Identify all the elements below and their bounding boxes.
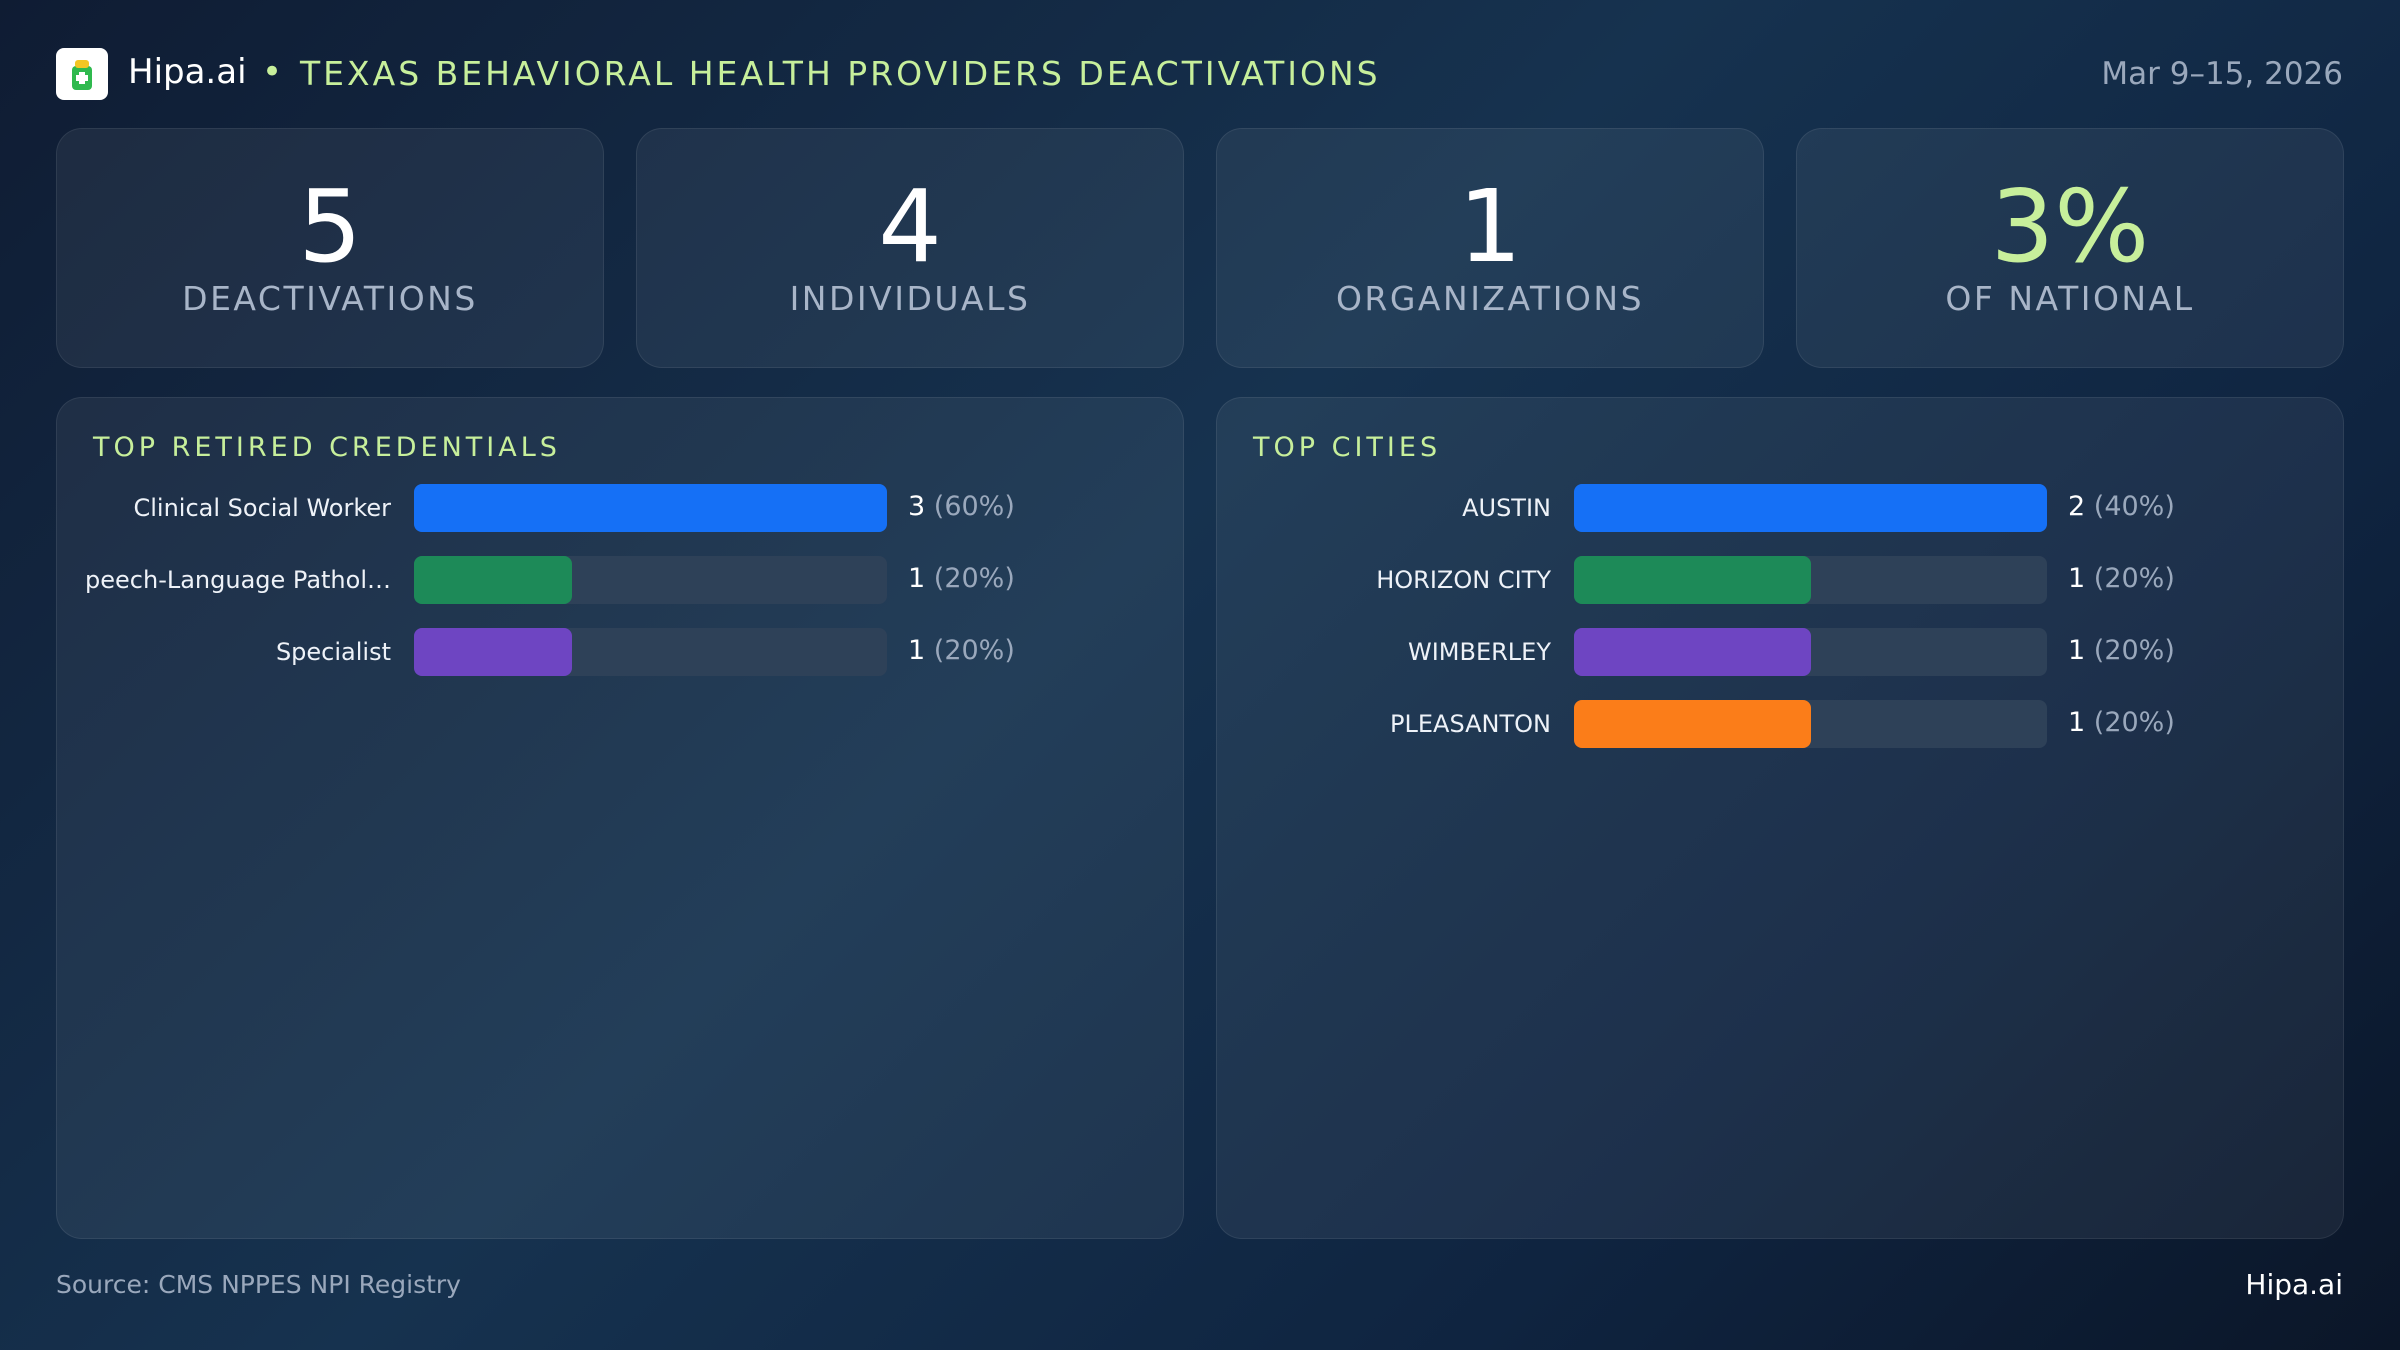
- count: 1: [2068, 707, 2086, 738]
- bar-value: 2 (40%): [2068, 491, 2175, 522]
- share: (20%): [2093, 563, 2175, 594]
- row-label: peech-Language Pathol…: [85, 566, 391, 594]
- share: (40%): [2093, 491, 2175, 522]
- bar-value: 3 (60%): [908, 491, 1015, 522]
- source: Source: CMS NPPES NPI Registry: [56, 1270, 461, 1299]
- stat-label: INDIVIDUALS: [789, 279, 1031, 318]
- stat-label: DEACTIVATIONS: [182, 279, 478, 318]
- count: 3: [908, 491, 926, 522]
- bar: [1574, 628, 1811, 676]
- bar-value: 1 (20%): [908, 563, 1015, 594]
- stat-value: 3%: [1990, 168, 2150, 285]
- bar-value: 1 (20%): [2068, 635, 2175, 666]
- bar: [1574, 556, 1811, 604]
- share: (20%): [2093, 635, 2175, 666]
- stat-label: ORGANIZATIONS: [1335, 279, 1645, 318]
- stat-card: 5 DEACTIVATIONS: [56, 128, 604, 368]
- count: 1: [2068, 635, 2086, 666]
- brand: Hipa.ai: [128, 52, 247, 92]
- bar: [1574, 700, 1811, 748]
- stat-card: 1 ORGANIZATIONS: [1216, 128, 1764, 368]
- stat-label: OF NATIONAL: [1945, 279, 2195, 318]
- share: (20%): [2093, 707, 2175, 738]
- footer-brand: Hipa.ai: [2245, 1268, 2343, 1301]
- title: TEXAS BEHAVIORAL HEALTH PROVIDERS DEACTI…: [300, 54, 1381, 93]
- row-label: WIMBERLEY: [1407, 638, 1551, 666]
- count: 1: [908, 563, 926, 594]
- panel: TOP RETIRED CREDENTIALS Clinical Social W…: [56, 397, 1184, 1239]
- count: 1: [908, 635, 926, 666]
- panel: TOP CITIES AUSTIN 2 (40%) HORIZON CITY 1 (20…: [1216, 397, 2344, 1239]
- panel-title: TOP RETIRED CREDENTIALS: [93, 432, 561, 463]
- count: 1: [2068, 563, 2086, 594]
- date: Mar 9–15, 2026: [2101, 56, 2343, 92]
- logo: [56, 48, 108, 100]
- bar: [1574, 484, 2047, 532]
- row-label: PLEASANTON: [1390, 710, 1551, 738]
- share: (20%): [933, 563, 1015, 594]
- bar-value: 1 (20%): [2068, 707, 2175, 738]
- row-label: Clinical Social Worker: [133, 494, 391, 522]
- bar: [414, 628, 572, 676]
- bar-value: 1 (20%): [908, 635, 1015, 666]
- bar-value: 1 (20%): [2068, 563, 2175, 594]
- stat-value: 5: [298, 168, 362, 285]
- bar: [414, 556, 572, 604]
- stat-card: 4 INDIVIDUALS: [636, 128, 1184, 368]
- share: (60%): [933, 491, 1015, 522]
- stat-value: 4: [878, 168, 942, 285]
- separator: •: [262, 52, 283, 92]
- row-label: AUSTIN: [1462, 494, 1551, 522]
- panel-title: TOP CITIES: [1253, 432, 1442, 463]
- row-label: Specialist: [275, 638, 391, 666]
- share: (20%): [933, 635, 1015, 666]
- count: 2: [2068, 491, 2086, 522]
- stat-value: 1: [1458, 168, 1522, 285]
- row-label: HORIZON CITY: [1376, 566, 1551, 594]
- stat-card: 3% OF NATIONAL: [1796, 128, 2344, 368]
- bar: [414, 484, 887, 532]
